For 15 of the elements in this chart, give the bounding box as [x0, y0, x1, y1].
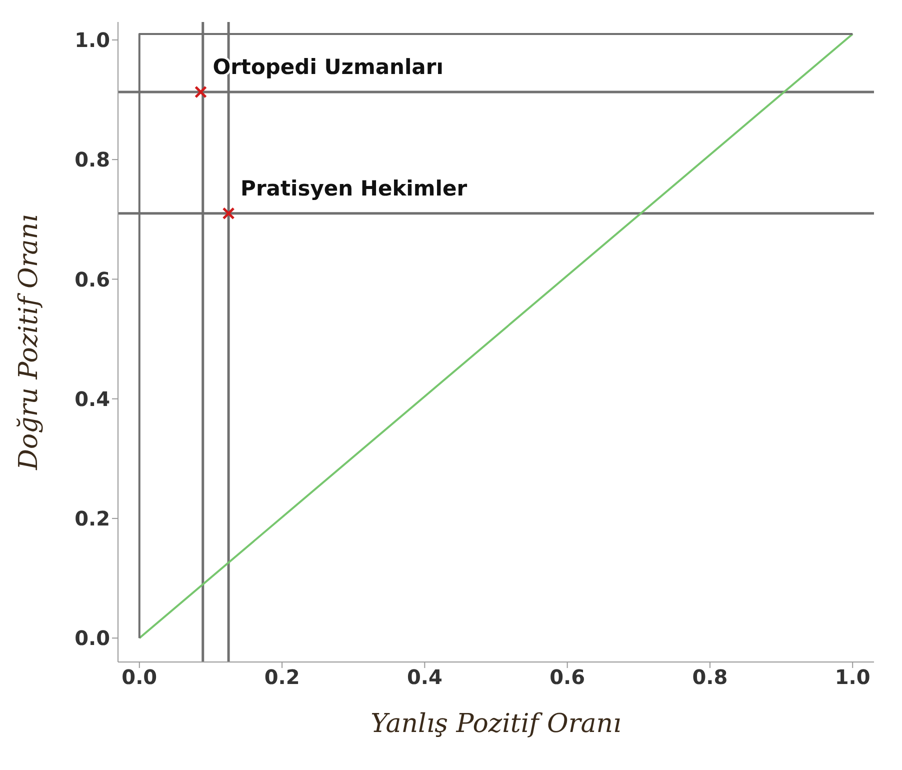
x-axis-title: Yanlış Pozitif Oranı [370, 709, 622, 739]
y-tick-label: 0.6 [74, 267, 110, 292]
x-tick-label: 0.2 [264, 665, 300, 690]
x-tick-label: 1.0 [834, 665, 870, 690]
y-tick-label: 0.4 [74, 386, 110, 411]
y-axis-title: Doğru Pozitif Oranı [14, 214, 44, 471]
y-tick-label: 0.2 [74, 506, 110, 531]
y-tick-label: 1.0 [74, 28, 110, 52]
x-tick-label: 0.0 [122, 665, 158, 690]
x-tick-label: 0.4 [406, 665, 442, 690]
x-tick-label: 0.6 [550, 665, 586, 690]
y-tick-label: 0.0 [74, 626, 110, 650]
annotation: Pratisyen Hekimler [240, 176, 468, 200]
y-tick-label: 0.8 [74, 148, 110, 172]
x-tick-label: 0.8 [692, 665, 728, 690]
